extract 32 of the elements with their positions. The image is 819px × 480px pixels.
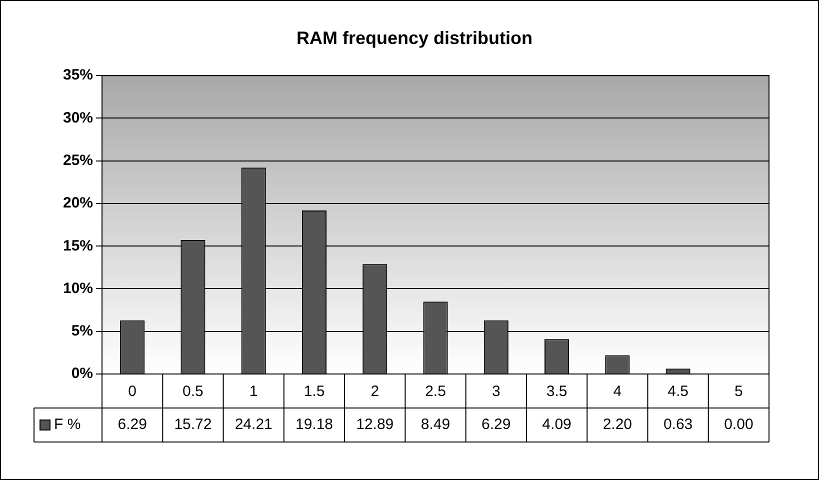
data-label: 19.18 (295, 416, 334, 434)
x-tick-label: 1.5 (304, 383, 325, 400)
x-tick-label: 4.5 (668, 383, 688, 400)
data-label: 6.29 (118, 416, 147, 434)
y-tick-label: 15% (62, 237, 94, 254)
x-tick-label: 0 (128, 383, 137, 400)
legend-label: F % (54, 416, 81, 434)
y-tick-label: 30% (62, 109, 94, 126)
x-tick-label: 4 (613, 383, 622, 400)
y-tick-label: 0% (71, 365, 94, 382)
data-label: 24.21 (234, 416, 272, 434)
data-label: 8.49 (420, 416, 450, 434)
chart-title: RAM frequency distribution (296, 28, 533, 48)
data-label: 15.72 (174, 416, 212, 434)
data-label: 0.63 (663, 416, 693, 434)
x-tick-label: 0.5 (182, 383, 204, 400)
x-tick-label: 2.5 (425, 383, 446, 400)
x-tick-label: 3 (492, 383, 500, 400)
data-label: 2.20 (602, 416, 632, 434)
x-tick-label: 2 (370, 383, 380, 400)
data-label: 12.89 (356, 416, 394, 434)
x-tick-label: 5 (734, 383, 743, 400)
data-label: 0.00 (724, 416, 754, 434)
data-label: 4.09 (542, 416, 572, 434)
y-tick-label: 25% (62, 152, 94, 169)
y-tick-label: 10% (62, 280, 94, 297)
y-tick-label: 5% (71, 322, 94, 340)
x-tick-label: 1 (249, 383, 258, 400)
y-tick-label: 35% (62, 66, 94, 84)
y-tick-label: 20% (62, 194, 94, 212)
x-tick-label: 3.5 (546, 383, 568, 400)
data-label: 6.29 (482, 416, 511, 434)
